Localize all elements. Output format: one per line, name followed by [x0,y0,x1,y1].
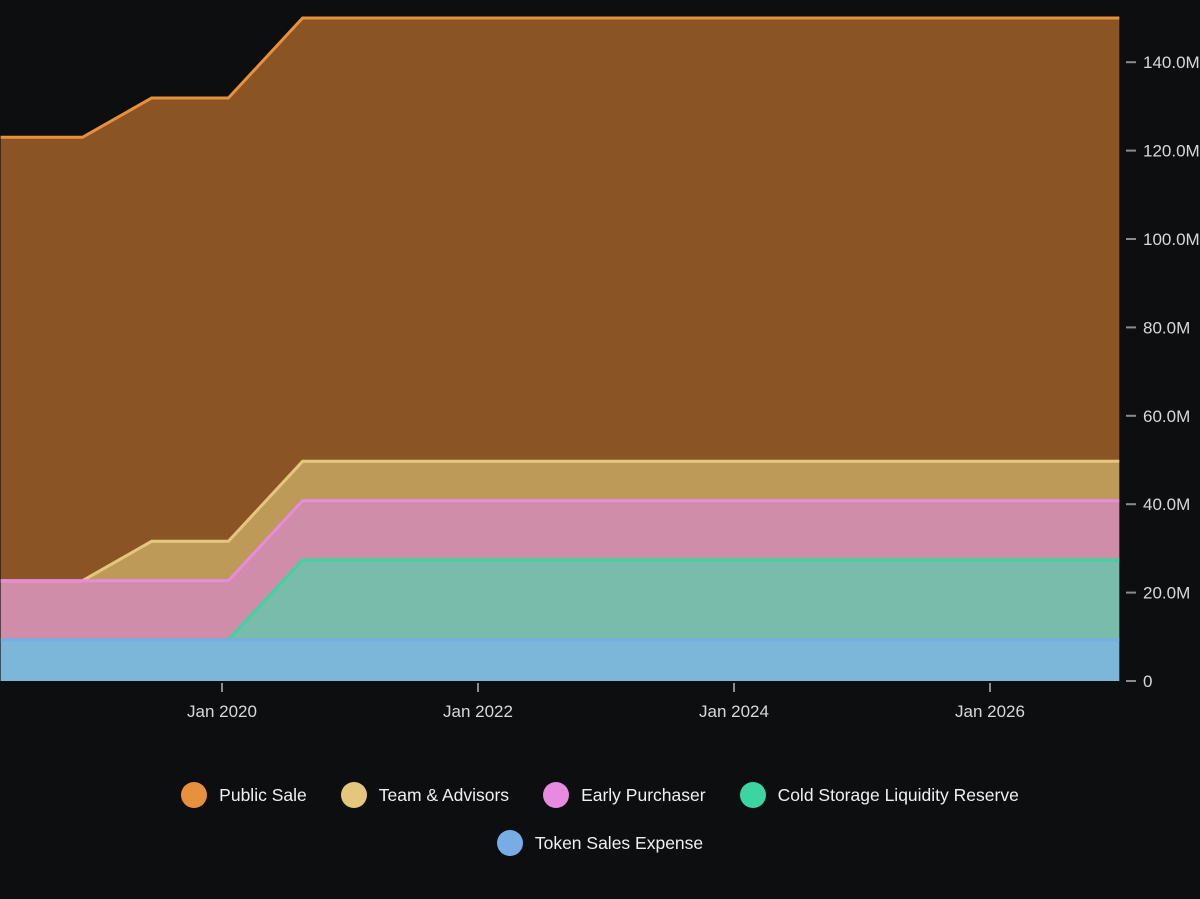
line-early-purchaser [0,499,1120,583]
chart-legend: Public Sale Team & Advisors Early Purcha… [0,782,1200,856]
y-tick-label: 0 [1143,672,1152,691]
legend-item-early-purchaser[interactable]: Early Purchaser [543,782,706,808]
cold-storage-swatch-icon [739,782,766,808]
x-tick-label: Jan 2024 [699,702,769,721]
legend-label: Token Sales Expense [534,832,704,853]
legend-row-1: Public Sale Team & Advisors Early Purcha… [181,782,1019,808]
y-tick-label: 80.0M [1143,318,1190,337]
legend-row-2: Token Sales Expense [496,830,704,856]
area-public-sale[interactable] [0,18,1120,581]
token-sales-expense-swatch-icon [496,830,523,856]
area-team-advisors[interactable] [0,461,1120,581]
line-public-sale [0,16,1120,139]
y-tick-label: 100.0M [1143,230,1200,249]
y-tick-label: 120.0M [1143,142,1200,161]
x-tick-label: Jan 2020 [187,702,257,721]
x-tick-label: Jan 2022 [443,702,513,721]
legend-label: Cold Storage Liquidity Reserve [777,784,1019,805]
y-axis: 0 20.0M 40.0M 60.0M 80.0M 100.0M 120.0M 140.0M [1126,53,1200,691]
y-tick-label: 60.0M [1143,407,1190,426]
legend-item-public-sale[interactable]: Public Sale [181,782,307,808]
y-tick-label: 20.0M [1143,584,1190,603]
y-tick-label: 140.0M [1143,53,1200,72]
plot-areas [0,18,1120,681]
legend-label: Team & Advisors [378,784,510,805]
team-advisors-swatch-icon [340,782,367,808]
y-tick-label: 40.0M [1143,495,1190,514]
legend-label: Early Purchaser [581,784,706,805]
early-purchaser-swatch-icon [543,782,570,808]
x-tick-label: Jan 2026 [955,702,1025,721]
public-sale-swatch-icon [181,782,208,808]
area-token-sales-expense[interactable] [0,639,1120,681]
legend-item-cold-storage-liquidity-reserve[interactable]: Cold Storage Liquidity Reserve [739,782,1019,808]
x-axis: Jan 2020 Jan 2022 Jan 2024 Jan 2026 [187,683,1025,721]
plot-lines [0,16,1120,642]
legend-item-team-advisors[interactable]: Team & Advisors [340,782,510,808]
area-cold-storage-liquidity-reserve[interactable] [0,559,1120,640]
area-early-purchaser[interactable] [0,500,1120,640]
legend-item-token-sales-expense[interactable]: Token Sales Expense [496,830,704,856]
legend-label: Public Sale [219,784,307,805]
stacked-area-chart[interactable]: 020.0M40.0M60.0M80.0M100.0M120.0M140.0M … [0,0,1200,745]
